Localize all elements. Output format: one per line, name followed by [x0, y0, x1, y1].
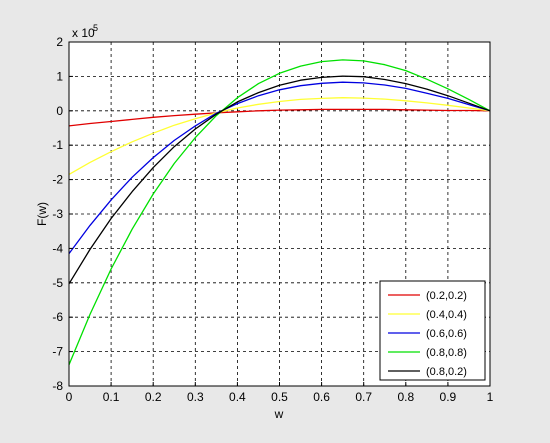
- y-tick-label: -1: [52, 138, 63, 152]
- series-line: [68, 59, 491, 365]
- legend: (0.2,0.2) (0.4,0.4) (0.6,0.6) (0.8,0.8) (0.8…: [379, 280, 486, 381]
- x-tick-label: 0.4: [229, 390, 246, 404]
- legend-box: [379, 280, 486, 381]
- x-tick-label: 1: [487, 390, 494, 404]
- y-tick-label: -7: [52, 345, 63, 359]
- legend-label: (0.2,0.2): [426, 290, 467, 302]
- series-line: [68, 97, 491, 175]
- y-tick-label: 2: [56, 35, 63, 49]
- x-tick-label: 0: [66, 390, 73, 404]
- y-tick-label: -3: [52, 207, 63, 221]
- legend-label: (0.8,0.8): [426, 347, 467, 359]
- x-tick-label: 0.8: [397, 390, 414, 404]
- y-tick-label: -5: [52, 276, 63, 290]
- x-axis-label: w: [274, 407, 284, 421]
- legend-label: (0.4,0.4): [426, 309, 467, 321]
- y-exponent-power: 5: [93, 23, 98, 33]
- axis-ticks: 0 0.1 0.2 0.3 0.4 0.5 0.6 0.7 0.8 0.9 1 -8 -7 -6 -5 -4 -…: [52, 35, 493, 404]
- y-axis-label: F(w): [35, 202, 49, 226]
- series-line: [68, 108, 491, 127]
- x-tick-label: 0.5: [271, 390, 288, 404]
- y-tick-label: 1: [56, 69, 63, 83]
- x-tick-label: 0.9: [440, 390, 457, 404]
- x-tick-label: 0.7: [355, 390, 372, 404]
- y-tick-label: -8: [52, 379, 63, 393]
- y-tick-label: -6: [52, 310, 63, 324]
- x-tick-label: 0.1: [103, 390, 120, 404]
- y-exponent-base: x 10: [72, 26, 95, 40]
- series-line: [68, 81, 491, 254]
- y-tick-label: 0: [56, 104, 63, 118]
- legend-entries: (0.2,0.2) (0.4,0.4) (0.6,0.6) (0.8,0.8) (0.8…: [388, 290, 467, 378]
- y-tick-label: -4: [52, 241, 63, 255]
- y-tick-label: -2: [52, 173, 63, 187]
- x-tick-label: 0.3: [187, 390, 204, 404]
- series-line: [68, 75, 491, 285]
- series-lines: [68, 59, 491, 365]
- x-tick-label: 0.2: [145, 390, 162, 404]
- legend-label: (0.6,0.6): [426, 328, 467, 340]
- x-tick-label: 0.6: [313, 390, 330, 404]
- legend-label: (0.8,0.2): [426, 366, 467, 378]
